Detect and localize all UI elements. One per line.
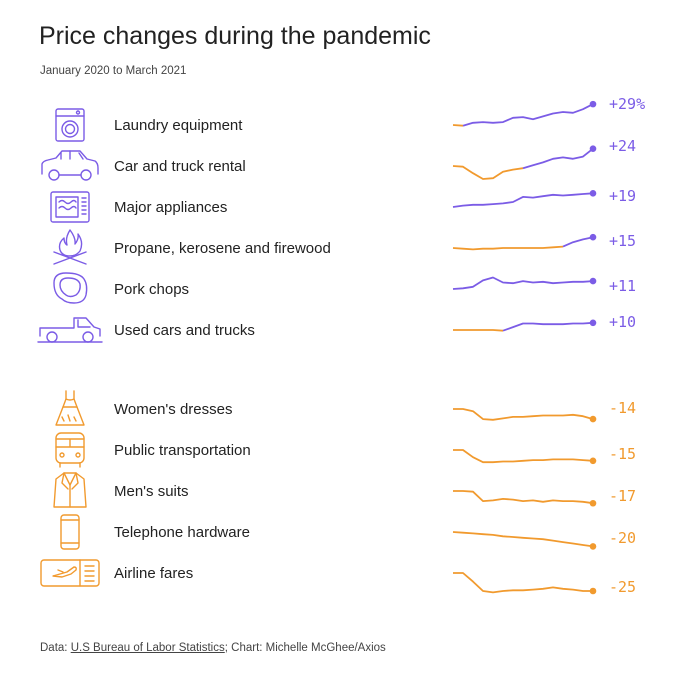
row-label: Women's dresses <box>114 401 232 418</box>
endpoint-marker <box>589 415 597 423</box>
chart-subtitle: January 2020 to March 2021 <box>40 65 187 77</box>
sparkline <box>522 147 594 170</box>
pickup-truck-icon <box>37 317 103 343</box>
endpoint-marker <box>589 100 597 108</box>
row-label: Propane, kerosene and firewood <box>114 240 331 257</box>
sparkline <box>453 408 594 421</box>
row-label: Pork chops <box>114 281 189 298</box>
sparkline-start-segment <box>453 329 504 332</box>
endpoint-marker <box>589 587 597 595</box>
suit-icon <box>53 472 87 508</box>
row-label: Men's suits <box>114 483 189 500</box>
endpoint-marker <box>589 190 597 197</box>
change-value: +29% <box>609 95 645 113</box>
row-label: Airline fares <box>114 565 193 582</box>
sparkline <box>562 236 594 248</box>
source-prefix: Data: <box>40 642 71 654</box>
sparkline <box>452 531 594 548</box>
change-value: -15 <box>609 445 636 463</box>
sparkline <box>452 192 594 208</box>
phone-icon <box>60 514 80 550</box>
source-note: Data: U.S Bureau of Labor Statistics; Ch… <box>40 642 386 654</box>
row-label: Public transportation <box>114 442 251 459</box>
row-label: Car and truck rental <box>114 158 246 175</box>
change-value: +10 <box>609 313 636 331</box>
change-value: -14 <box>609 399 636 417</box>
sparkline-start-segment <box>452 245 564 251</box>
sparkline <box>462 103 594 127</box>
endpoint-marker <box>589 319 597 327</box>
change-value: -20 <box>609 529 636 547</box>
row-label: Used cars and trucks <box>114 322 255 339</box>
row-label: Telephone hardware <box>114 524 250 541</box>
endpoint-marker <box>589 543 597 550</box>
source-suffix: ; Chart: Michelle McGhee/Axios <box>224 642 386 654</box>
endpoint-marker <box>589 145 597 153</box>
endpoint-marker <box>589 457 597 465</box>
row-label: Laundry equipment <box>114 117 243 134</box>
sparkline <box>502 321 594 332</box>
microwave-icon <box>50 191 90 223</box>
source-link[interactable]: U.S Bureau of Labor Statistics <box>70 642 225 654</box>
campfire-icon <box>53 229 87 265</box>
bus-icon <box>55 432 85 468</box>
endpoint-marker <box>589 499 597 507</box>
sparkline <box>452 276 594 290</box>
change-value: -17 <box>609 487 636 505</box>
change-value: +24 <box>609 137 636 155</box>
chart-title: Price changes during the pandemic <box>39 22 431 50</box>
sparkline <box>453 572 593 594</box>
sparkline <box>453 449 594 464</box>
sparkline-start-segment <box>452 124 464 127</box>
sparkline <box>453 490 594 505</box>
change-value: -25 <box>609 578 636 596</box>
row-label: Major appliances <box>114 199 227 216</box>
change-value: +15 <box>609 232 636 250</box>
pork-chop-icon <box>53 272 88 304</box>
dress-icon <box>55 390 85 426</box>
washing-machine-icon <box>55 108 85 142</box>
airline-ticket-icon <box>40 559 100 587</box>
endpoint-marker <box>589 277 597 285</box>
car-icon <box>41 150 99 181</box>
sparkline-start-segment <box>452 165 524 180</box>
endpoint-marker <box>589 233 597 241</box>
change-value: +11 <box>609 277 636 295</box>
change-value: +19 <box>609 187 636 205</box>
